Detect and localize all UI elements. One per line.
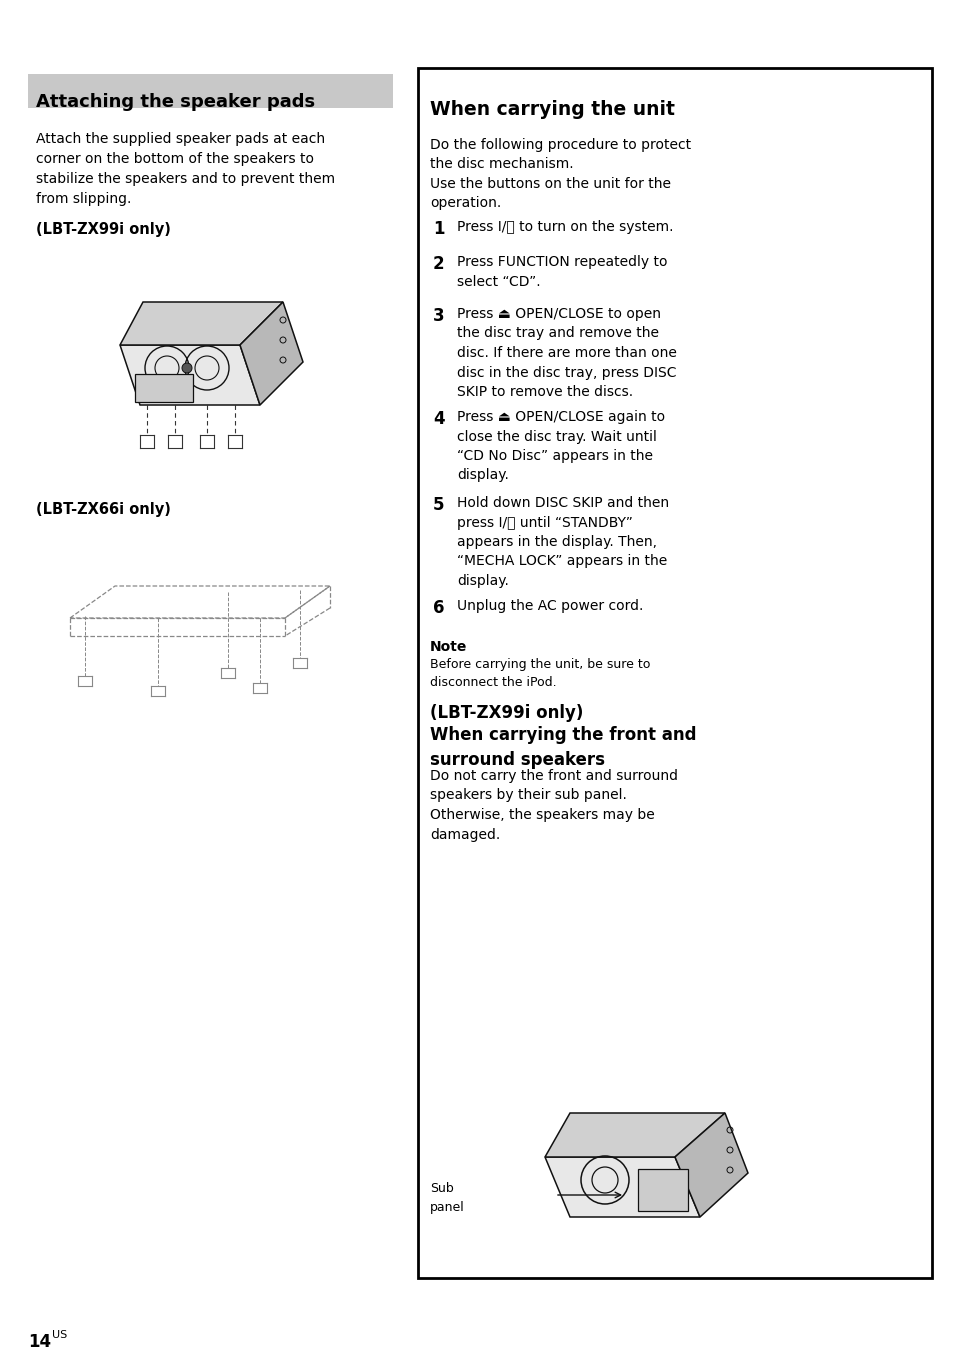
Text: Press ⏏ OPEN/CLOSE again to
close the disc tray. Wait until
“CD No Disc” appears: Press ⏏ OPEN/CLOSE again to close the di… [456, 410, 664, 483]
Polygon shape [120, 303, 283, 345]
Bar [135, 375, 193, 402]
Polygon shape [120, 345, 260, 404]
Text: Attach the supplied speaker pads at each
corner on the bottom of the speakers to: Attach the supplied speaker pads at each… [36, 132, 335, 206]
Text: When carrying the front and
surround speakers: When carrying the front and surround spe… [430, 726, 696, 769]
Text: Press I/⏻ to turn on the system.: Press I/⏻ to turn on the system. [456, 220, 673, 233]
Polygon shape [240, 303, 303, 404]
Text: Attaching the speaker pads: Attaching the speaker pads [36, 94, 314, 111]
Text: 5: 5 [433, 497, 444, 514]
Text: 3: 3 [433, 307, 444, 324]
Bar [417, 68, 931, 1278]
Bar [28, 75, 393, 109]
Text: Note: Note [430, 641, 467, 654]
Text: (LBT-ZX99i only): (LBT-ZX99i only) [36, 223, 171, 237]
Text: Unplug the AC power cord.: Unplug the AC power cord. [456, 598, 642, 613]
Text: Hold down DISC SKIP and then
press I/⏻ until “STANDBY”
appears in the display. T: Hold down DISC SKIP and then press I/⏻ u… [456, 497, 668, 588]
Polygon shape [544, 1113, 724, 1158]
Text: 1: 1 [433, 220, 444, 237]
Text: 6: 6 [433, 598, 444, 617]
Text: Do the following procedure to protect
the disc mechanism.
Use the buttons on the: Do the following procedure to protect th… [430, 138, 690, 210]
Text: (LBT-ZX99i only): (LBT-ZX99i only) [430, 704, 583, 722]
Text: Press FUNCTION repeatedly to
select “CD”.: Press FUNCTION repeatedly to select “CD”… [456, 255, 667, 289]
Text: 2: 2 [433, 255, 444, 273]
Text: When carrying the unit: When carrying the unit [430, 100, 674, 119]
Bar [638, 1168, 687, 1210]
Text: 14: 14 [28, 1333, 51, 1352]
Text: 4: 4 [433, 410, 444, 427]
Text: (LBT-ZX66i only): (LBT-ZX66i only) [36, 502, 171, 517]
Text: Sub
panel: Sub panel [430, 1182, 464, 1215]
Text: US: US [52, 1330, 67, 1339]
Polygon shape [544, 1158, 700, 1217]
Circle shape [182, 364, 192, 373]
Polygon shape [675, 1113, 747, 1217]
Text: Before carrying the unit, be sure to
disconnect the iPod.: Before carrying the unit, be sure to dis… [430, 658, 650, 689]
Text: Press ⏏ OPEN/CLOSE to open
the disc tray and remove the
disc. If there are more : Press ⏏ OPEN/CLOSE to open the disc tray… [456, 307, 677, 399]
Text: Do not carry the front and surround
speakers by their sub panel.
Otherwise, the : Do not carry the front and surround spea… [430, 769, 678, 841]
